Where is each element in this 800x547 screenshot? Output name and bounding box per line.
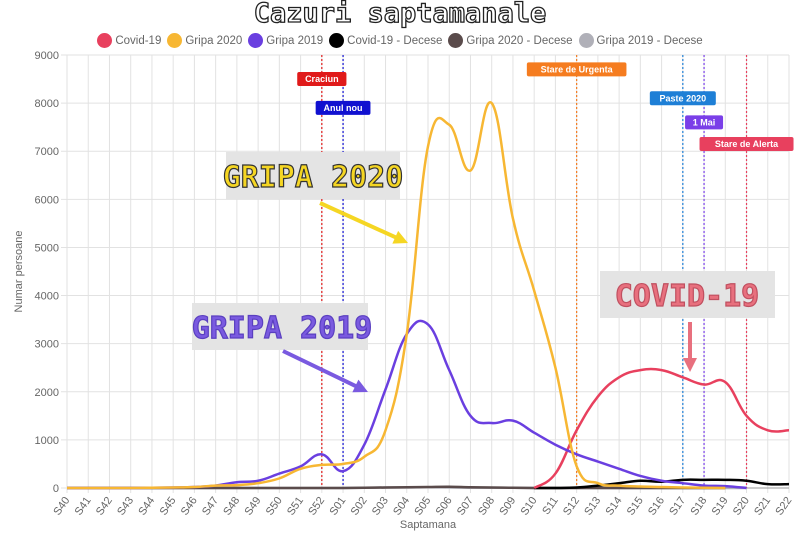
x-tick-label: S45 xyxy=(158,495,179,518)
annotation-box xyxy=(600,271,775,318)
legend-label: Gripa 2019 - Decese xyxy=(596,34,703,47)
annotation-box xyxy=(226,152,400,199)
annotation-label: GRIPA 2019 xyxy=(192,311,373,346)
x-tick-label: S48 xyxy=(221,495,242,518)
x-tick-label: S18 xyxy=(688,495,709,518)
legend-swatch xyxy=(97,33,113,48)
x-tick-label: S50 xyxy=(264,495,285,518)
y-tick-label: 2000 xyxy=(35,387,59,399)
y-tick-label: 3000 xyxy=(35,339,59,351)
x-tick-label: S11 xyxy=(540,495,561,517)
x-tick-label: S22 xyxy=(773,495,794,518)
x-tick-label: S41 xyxy=(73,495,94,518)
legend-swatch xyxy=(448,33,464,48)
x-tick-label: S04 xyxy=(391,495,412,518)
event-label-box xyxy=(685,115,724,130)
event-label: Stare de Urgenta xyxy=(541,64,614,74)
annotation-arrow xyxy=(282,349,360,390)
legend-item[interactable]: Gripa 2019 xyxy=(248,33,323,48)
y-tick-label: 9000 xyxy=(35,50,59,62)
annotation-box xyxy=(192,303,368,350)
annotation-arrow xyxy=(319,201,400,241)
event-label-box xyxy=(699,137,794,152)
y-tick-label: 6000 xyxy=(35,194,59,206)
event-label: Craciun xyxy=(305,74,339,84)
legend-item[interactable]: Gripa 2020 xyxy=(167,33,242,48)
arrow-head-icon xyxy=(392,230,408,244)
legend-swatch xyxy=(578,33,594,48)
x-tick-label: S03 xyxy=(370,495,391,518)
x-tick-label: S14 xyxy=(604,495,625,518)
arrow-head-icon xyxy=(352,379,368,393)
x-tick-label: S16 xyxy=(646,495,667,518)
chart-title: Cazuri saptamanale xyxy=(253,0,547,30)
legend-label: Covid-19 xyxy=(115,34,162,47)
legend-item[interactable]: Covid-19 - Decese xyxy=(329,33,442,48)
x-tick-label: S19 xyxy=(710,495,731,518)
x-tick-label: S42 xyxy=(94,495,115,518)
x-tick-label: S46 xyxy=(179,495,200,518)
legend-label: Gripa 2019 xyxy=(266,34,324,47)
event-label: Stare de Alerta xyxy=(715,139,779,149)
legend-item[interactable]: Gripa 2020 - Decese xyxy=(448,33,573,48)
x-tick-label: S10 xyxy=(519,495,540,518)
x-tick-label: S06 xyxy=(434,495,455,518)
x-tick-label: S47 xyxy=(200,495,221,518)
y-tick-label: 1000 xyxy=(35,435,59,447)
y-axis-title: Numar persoane xyxy=(13,231,25,313)
x-tick-label: S08 xyxy=(476,495,497,518)
event-label-box xyxy=(526,62,627,77)
event-label: Anul nou xyxy=(324,103,363,113)
x-tick-label: S40 xyxy=(51,495,72,518)
x-axis-title: Saptamana xyxy=(400,519,457,531)
y-tick-label: 0 xyxy=(53,483,59,495)
x-tick-label: S15 xyxy=(625,495,646,518)
x-tick-label: S44 xyxy=(136,495,157,518)
x-tick-label: S07 xyxy=(455,495,476,518)
x-tick-label: S12 xyxy=(561,495,582,518)
legend: Covid-19 Gripa 2020 Gripa 2019 Covid-19 - D… xyxy=(0,33,800,48)
legend-swatch xyxy=(329,33,345,48)
event-label: Paste 2020 xyxy=(660,93,707,103)
arrow-head-icon xyxy=(683,358,697,372)
series-line-covid-19 xyxy=(533,367,790,490)
event-label-box xyxy=(649,91,716,106)
x-tick-label: S09 xyxy=(497,495,518,518)
series-line-gripa-2020 xyxy=(67,101,726,490)
x-tick-label: S01 xyxy=(327,495,348,518)
annotation-label: COVID-19 xyxy=(615,279,760,314)
x-tick-label: S51 xyxy=(285,495,306,518)
x-tick-label: S21 xyxy=(752,495,773,518)
legend-label: Gripa 2020 - Decese xyxy=(466,34,573,47)
y-tick-label: 4000 xyxy=(35,291,59,303)
legend-item[interactable]: Gripa 2019 - Decese xyxy=(578,33,703,48)
legend-swatch xyxy=(167,33,183,48)
event-label: 1 Mai xyxy=(693,117,716,127)
y-tick-label: 5000 xyxy=(35,242,59,254)
annotation-label: GRIPA 2020 xyxy=(223,160,404,195)
y-tick-label: 8000 xyxy=(35,98,59,110)
legend-item[interactable]: Covid-19 xyxy=(97,33,161,48)
x-tick-label: S13 xyxy=(582,495,603,518)
legend-label: Gripa 2020 xyxy=(185,34,243,47)
legend-label: Covid-19 - Decese xyxy=(347,34,443,47)
legend-swatch xyxy=(248,33,264,48)
x-tick-label: S20 xyxy=(731,495,752,518)
x-tick-label: S05 xyxy=(412,495,433,518)
x-tick-label: S49 xyxy=(243,495,264,518)
event-label-box xyxy=(297,72,347,87)
y-tick-label: 7000 xyxy=(35,146,59,158)
event-label-box xyxy=(315,100,371,115)
x-tick-label: S52 xyxy=(306,495,327,518)
x-tick-label: S02 xyxy=(349,495,370,518)
x-tick-label: S43 xyxy=(115,495,136,518)
x-tick-label: S17 xyxy=(667,495,688,518)
